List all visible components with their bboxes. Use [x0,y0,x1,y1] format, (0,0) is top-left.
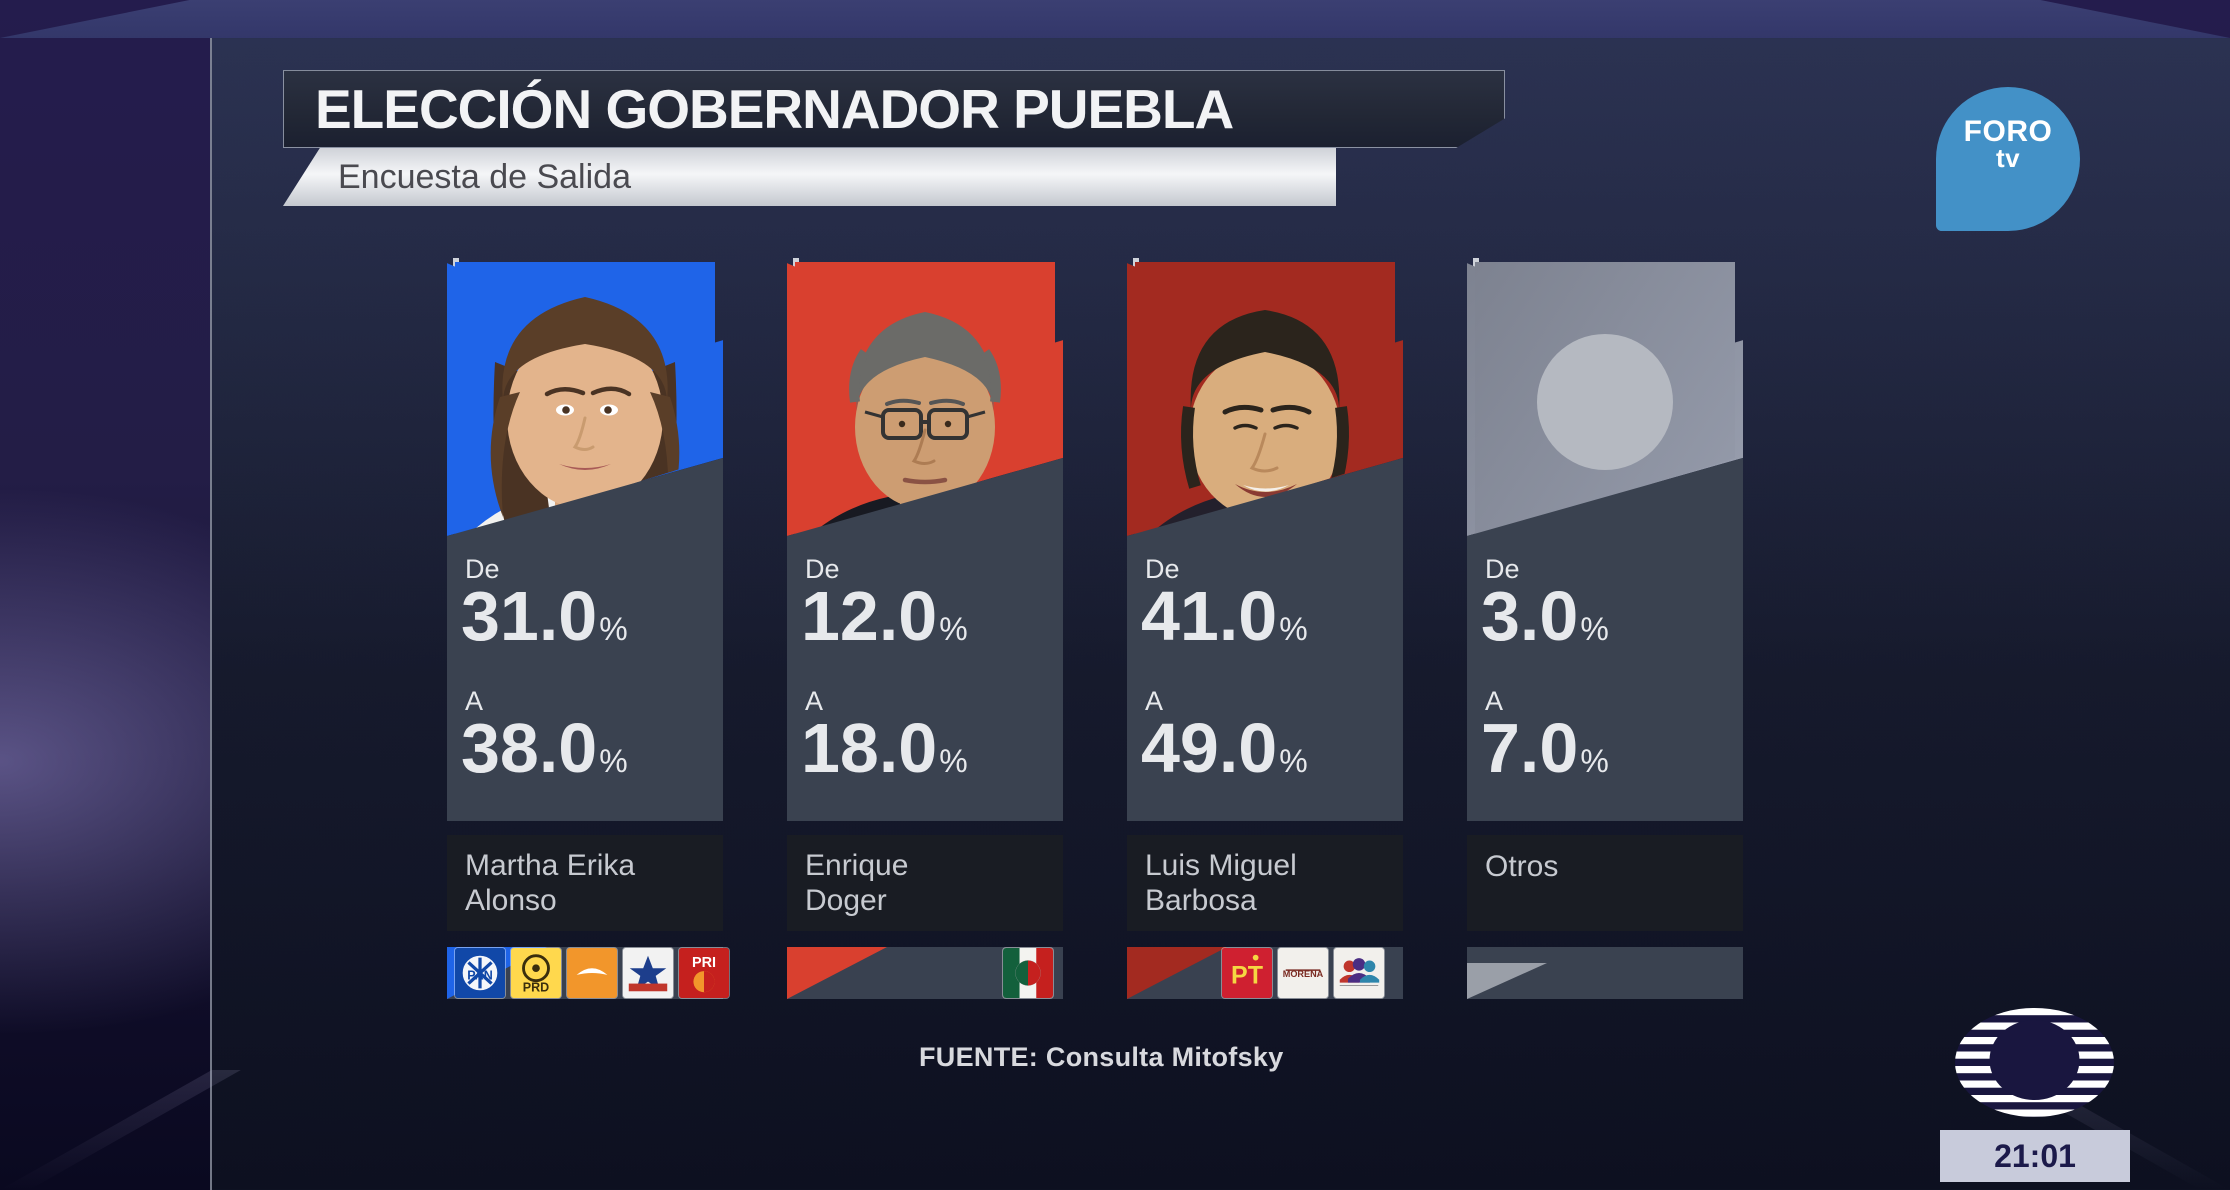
svg-text:PRD: PRD [523,980,549,994]
svg-text:PRI: PRI [692,955,716,971]
svg-text:PAN: PAN [467,969,492,983]
svg-text:PT: PT [1231,962,1263,990]
